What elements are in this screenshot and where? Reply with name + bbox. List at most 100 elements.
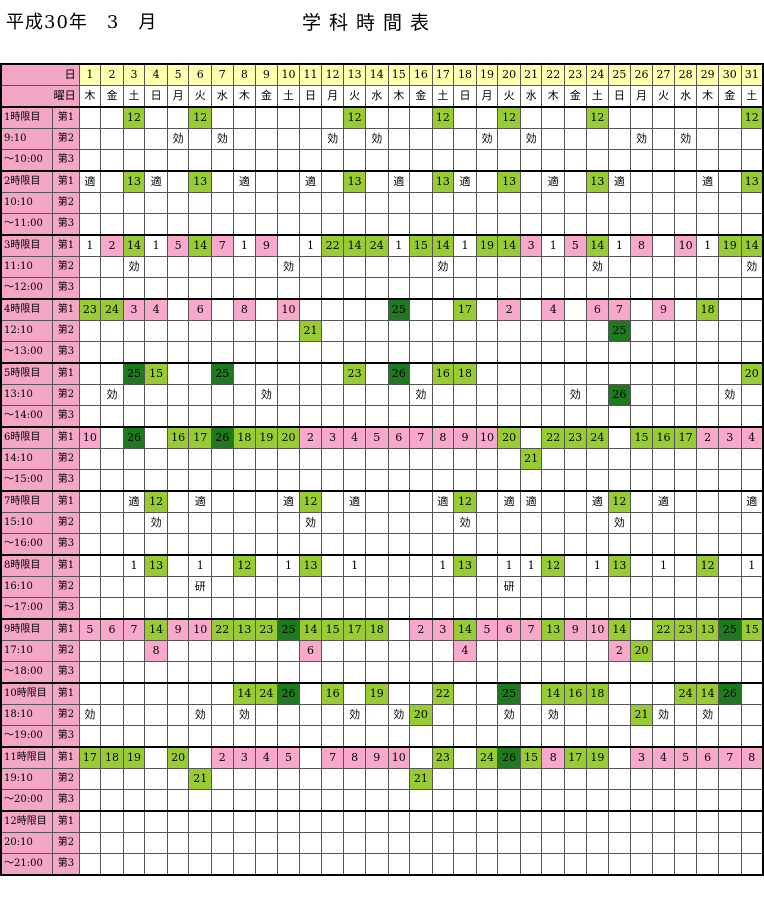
schedule-cell: 18: [453, 362, 477, 385]
day-number: 12: [320, 63, 345, 86]
schedule-cell: 7: [211, 234, 234, 257]
schedule-cell: 適: [387, 170, 411, 193]
schedule-cell: 18: [100, 746, 124, 769]
empty-cell: [541, 640, 565, 662]
empty-cell: [431, 853, 455, 876]
schedule-cell: 適: [652, 490, 675, 513]
schedule-cell: 効: [453, 512, 477, 534]
empty-cell: [343, 405, 366, 428]
empty-cell: [453, 384, 477, 406]
schedule-cell: 7: [519, 618, 543, 641]
schedule-cell: 20: [629, 640, 654, 662]
empty-cell: [188, 341, 212, 364]
empty-cell: [364, 192, 389, 214]
empty-cell: [541, 448, 565, 470]
sub-row-label: 第1: [52, 106, 80, 129]
schedule-cell: 21: [519, 448, 543, 470]
day-number: 27: [652, 63, 675, 86]
empty-cell: [299, 768, 322, 790]
empty-cell: [541, 490, 565, 513]
empty-cell: [519, 298, 543, 321]
empty-cell: [100, 640, 124, 662]
empty-cell: [166, 298, 190, 321]
period-row: 4時限目 第1 23 24 3 4 6 8 10 25 17 2 4 6 7 9 18: [0, 298, 764, 321]
empty-cell: [519, 277, 543, 300]
empty-cell: [100, 597, 124, 620]
empty-cell: [585, 149, 610, 172]
empty-cell: [100, 128, 124, 150]
period-name: 11時限目: [0, 746, 54, 769]
empty-cell: [343, 512, 366, 534]
schedule-cell: 研: [188, 576, 212, 598]
schedule-cell: 18: [232, 426, 257, 449]
empty-cell: [519, 725, 543, 748]
empty-cell: [629, 789, 654, 812]
empty-cell: [299, 469, 322, 492]
schedule-cell: 1: [122, 554, 146, 577]
schedule-cell: 効: [100, 384, 124, 406]
schedule-cell: 21: [409, 768, 433, 790]
empty-cell: [211, 533, 234, 556]
empty-cell: [652, 832, 675, 854]
schedule-cell: 25: [497, 682, 521, 705]
day-number: 2: [100, 63, 124, 86]
empty-cell: [740, 853, 764, 876]
empty-cell: [188, 661, 212, 684]
empty-cell: [211, 682, 234, 705]
empty-cell: [673, 853, 698, 876]
day-number: 15: [387, 63, 411, 86]
period-name: 1時限目: [0, 106, 54, 129]
period-end-time: ～17:00: [0, 597, 54, 620]
empty-cell: [188, 256, 212, 278]
empty-cell: [166, 512, 190, 534]
schedule-cell: 17: [343, 618, 366, 641]
schedule-cell: 適: [188, 490, 212, 513]
empty-cell: [166, 170, 190, 193]
weekday-label: 水: [211, 85, 234, 108]
schedule-table: 日 1 2 3 4 5 6 7 8 9 10 11 12 13 14 15 16 17 18 19 20 21 22 23 2…: [0, 63, 764, 876]
schedule-cell: 研: [497, 576, 521, 598]
schedule-cell: 25: [608, 320, 631, 342]
schedule-cell: 効: [364, 128, 389, 150]
schedule-cell: 効: [652, 704, 675, 726]
empty-cell: [564, 853, 587, 876]
schedule-cell: 7: [320, 746, 345, 769]
empty-cell: [475, 661, 499, 684]
schedule-cell: 適: [276, 490, 301, 513]
empty-cell: [431, 533, 455, 556]
empty-cell: [232, 853, 257, 876]
empty-cell: [232, 448, 257, 470]
empty-cell: [320, 170, 345, 193]
empty-cell: [364, 725, 389, 748]
empty-cell: [211, 256, 234, 278]
period-start-time: 12:10: [0, 320, 54, 342]
empty-cell: [232, 192, 257, 214]
schedule-cell: 13: [497, 170, 521, 193]
schedule-cell: 12: [431, 106, 455, 129]
schedule-cell: 13: [122, 170, 146, 193]
empty-cell: [122, 597, 146, 620]
schedule-cell: 効: [166, 128, 190, 150]
empty-cell: [409, 533, 433, 556]
empty-cell: [564, 192, 587, 214]
empty-cell: [276, 362, 301, 385]
weekday-label: 火: [652, 85, 675, 108]
schedule-cell: 効: [717, 384, 742, 406]
empty-cell: [431, 298, 455, 321]
empty-cell: [409, 554, 433, 577]
weekday-label: 火: [188, 85, 212, 108]
empty-cell: [166, 469, 190, 492]
period-row: 20:10 第2: [0, 832, 764, 854]
empty-cell: [78, 554, 102, 577]
day-number: 31: [740, 63, 764, 86]
empty-cell: [652, 661, 675, 684]
schedule-cell: 効: [629, 128, 654, 150]
schedule-cell: 2: [299, 426, 322, 449]
schedule-cell: 適: [343, 490, 366, 513]
empty-cell: [519, 640, 543, 662]
empty-cell: [652, 448, 675, 470]
day-number: 9: [255, 63, 278, 86]
schedule-cell: 1: [431, 554, 455, 577]
empty-cell: [144, 256, 168, 278]
weekday-label: 土: [431, 85, 455, 108]
